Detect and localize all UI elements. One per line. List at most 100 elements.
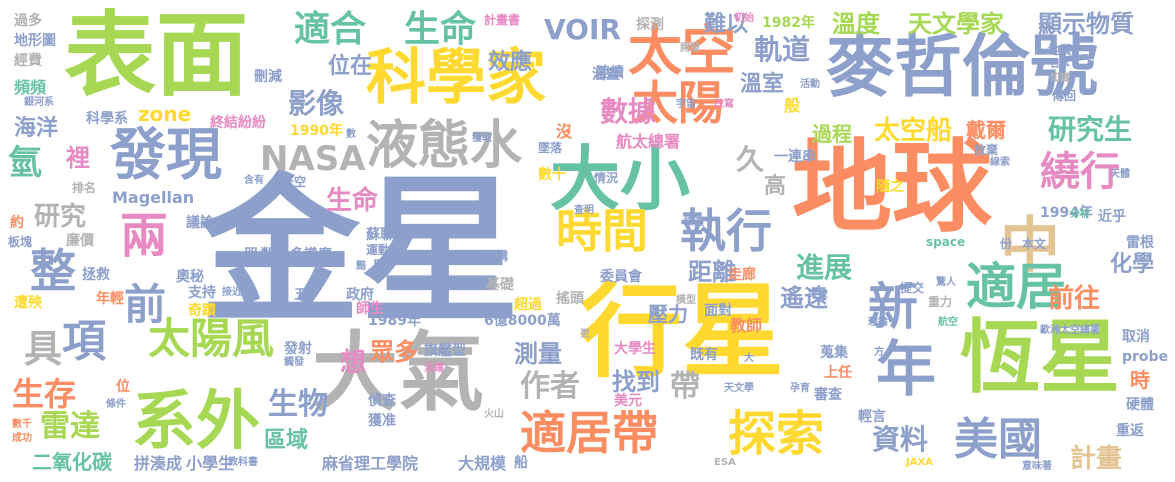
cloud-word-140: 查明 (574, 205, 594, 216)
cloud-word-50: 測量 (514, 340, 562, 368)
cloud-word-30: 繞行 (1040, 149, 1120, 195)
cloud-word-38: 顯示物質 (1038, 10, 1134, 38)
cloud-word-152: 走廊 (728, 267, 756, 283)
cloud-word-66: 難以 (704, 12, 749, 37)
cloud-word-158: space (926, 235, 966, 249)
cloud-word-93: 支持 (188, 285, 216, 301)
cloud-word-147: 委員會 (600, 269, 642, 285)
cloud-word-65: 效應 (488, 50, 533, 75)
cloud-word-179: 天文學 (724, 383, 754, 394)
cloud-word-125: 獲取 (472, 133, 492, 144)
cloud-word-195: 觸發 (284, 357, 304, 368)
cloud-word-24: 兩 (120, 208, 169, 264)
cloud-word-17: 中 (1000, 211, 1060, 281)
cloud-word-200: 大 (744, 353, 754, 364)
cloud-word-28: 具 (24, 327, 63, 371)
cloud-word-123: 墜落 (538, 141, 563, 155)
cloud-word-194: 發射 (284, 341, 312, 357)
cloud-word-83: 1989年 (368, 313, 421, 329)
cloud-word-94: 奇蹟 (188, 303, 216, 319)
cloud-word-106: 刪減 (254, 69, 282, 85)
cloud-word-51: 找到 (612, 368, 660, 396)
cloud-word-115: 開發 (680, 43, 700, 54)
cloud-word-198: 更 (580, 329, 590, 340)
cloud-word-101: 板塊 (8, 235, 33, 249)
cloud-word-112: 經費 (14, 53, 42, 69)
cloud-word-161: 雷根 (1126, 235, 1154, 251)
cloud-word-196: 活躍 (424, 363, 444, 374)
cloud-word-34: NASA (260, 139, 366, 179)
cloud-word-109: 計畫書 (484, 13, 521, 27)
cloud-word-85: 6億8000萬 (484, 313, 561, 329)
cloud-word-35: 軌道 (754, 33, 811, 66)
cloud-word-181: 偵查 (368, 393, 396, 409)
cloud-word-155: 面對 (704, 303, 732, 319)
cloud-word-37: 天文學家 (908, 10, 1004, 38)
cloud-word-148: 基礎 (486, 277, 514, 293)
cloud-word-164: 航空 (938, 317, 958, 328)
cloud-word-7: 麥哲倫號 (826, 28, 1099, 107)
cloud-word-81: 1982年 (762, 15, 815, 31)
cloud-word-192: 位 (116, 379, 130, 395)
cloud-word-10: 系外 (132, 385, 260, 459)
cloud-word-182: 獲准 (368, 413, 396, 429)
cloud-word-70: 想 (340, 348, 367, 378)
cloud-word-175: 硬體 (1126, 397, 1154, 413)
cloud-word-162: 驚人 (936, 277, 956, 288)
cloud-word-163: 重力 (928, 295, 953, 309)
cloud-word-48: 區域 (264, 428, 309, 453)
cloud-word-120: 般 (784, 96, 801, 115)
cloud-word-47: 生物 (268, 387, 328, 422)
cloud-word-60: 氫 (8, 143, 42, 183)
cloud-word-62: 研究 (34, 202, 87, 232)
cloud-word-31: 適合 (294, 9, 367, 50)
cloud-word-76: Magellan (112, 188, 195, 207)
cloud-word-12: 發現 (110, 123, 222, 188)
cloud-word-90: 鄰近 (260, 247, 288, 263)
cloud-word-143: 運動 (366, 243, 391, 257)
cloud-word-99: 廉價 (66, 233, 94, 249)
cloud-word-168: 大學生 (614, 341, 656, 357)
cloud-word-53: 距離 (688, 258, 736, 286)
cloud-word-77: 麻省理工學院 (322, 454, 419, 473)
cloud-word-154: 模型 (676, 295, 696, 306)
cloud-word-107: 陸續 (596, 65, 624, 81)
cloud-word-54: 遙遠 (780, 284, 828, 312)
cloud-word-39: 影像 (288, 87, 345, 120)
cloud-word-142: 蘇聯 (366, 227, 394, 243)
cloud-word-45: 雷達 (40, 409, 100, 444)
cloud-word-136: 知識 (1050, 73, 1070, 84)
cloud-word-177: 輕言 (858, 409, 886, 425)
cloud-word-1: 金星 (200, 158, 521, 345)
cloud-word-46: 二氧化碳 (32, 450, 112, 474)
cloud-word-183: 火山 (484, 409, 504, 420)
cloud-word-74: 裡 (66, 144, 90, 172)
cloud-word-130: 隨之 (876, 179, 904, 195)
cloud-word-100: 約 (10, 215, 24, 231)
cloud-word-138: 升空 (282, 175, 307, 189)
cloud-word-133: 分析 (1070, 209, 1090, 220)
cloud-word-55: 壓力 (648, 302, 688, 326)
cloud-word-29: 美國 (954, 414, 1042, 465)
cloud-word-75: zone (138, 102, 192, 126)
cloud-word-32: 生命 (404, 9, 477, 50)
cloud-word-67: 溫室 (740, 72, 785, 97)
cloud-word-104: 科學系 (86, 111, 128, 127)
cloud-word-79: 拼湊成 (134, 454, 183, 473)
cloud-word-167: 理論 (868, 317, 888, 328)
cloud-word-129: 線索 (990, 157, 1010, 168)
cloud-word-187: 重返 (1116, 423, 1144, 439)
cloud-word-116: 涵蓋 (592, 67, 620, 83)
cloud-word-176: 審查 (814, 387, 842, 403)
cloud-word-199: 黯 (356, 261, 366, 272)
cloud-word-127: 戴爾 (966, 118, 1006, 142)
cloud-word-41: 研究生 (1048, 113, 1133, 146)
cloud-word-87: 旗艦型 (424, 343, 466, 359)
cloud-word-96: 遭殃 (14, 295, 42, 311)
cloud-word-110: 過多 (14, 13, 42, 29)
cloud-word-191: 成功 (12, 433, 32, 444)
cloud-word-170: 蒐集 (820, 345, 848, 361)
cloud-word-184: ESA (714, 457, 736, 468)
cloud-word-132: 近乎 (1098, 209, 1126, 225)
cloud-word-193: 條件 (106, 399, 126, 410)
